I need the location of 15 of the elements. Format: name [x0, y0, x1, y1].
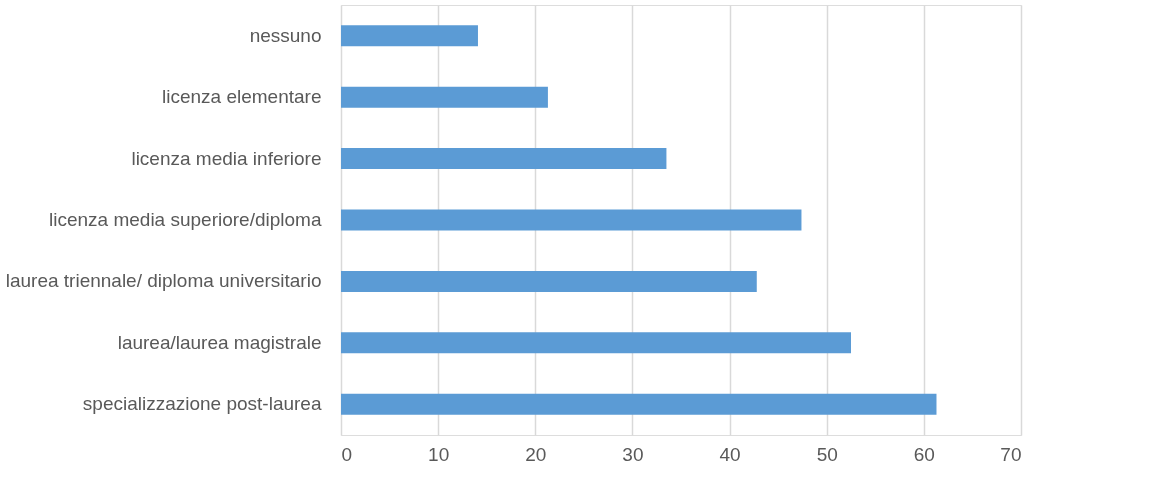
x-tick-label: 0 [341, 443, 353, 465]
x-tick-label: 60 [913, 443, 935, 465]
x-tick-label: 20 [525, 443, 547, 465]
x-tick-label: 50 [816, 443, 838, 465]
y-tick-label: licenza media superiore/diploma [49, 209, 322, 230]
y-tick-label: laurea triennale/ diploma universitario [5, 270, 322, 292]
x-tick-label: 30 [622, 443, 644, 465]
x-tick-label: 10 [428, 443, 450, 465]
x-tick-label: 40 [719, 443, 741, 465]
y-tick-label: nessuno [249, 24, 322, 46]
x-tick-label: 70 [1000, 443, 1022, 465]
y-tick-label: licenza media inferiore [131, 147, 322, 169]
y-tick-label: specializzazione post-laurea [82, 393, 322, 415]
y-tick-label: licenza elementare [162, 86, 322, 108]
y-tick-label: laurea/laurea magistrale [117, 331, 322, 353]
